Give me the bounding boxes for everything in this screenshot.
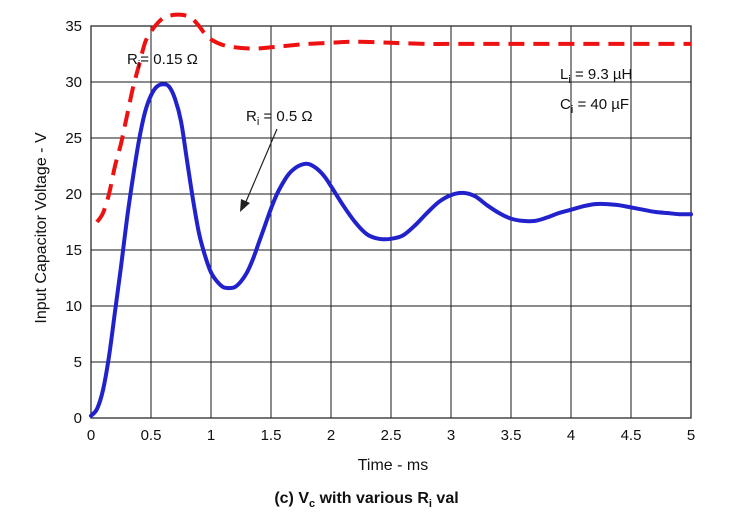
y-tick-label: 15 [65,242,82,259]
svg-text:Li = 9.3 µH: Li = 9.3 µH [560,66,632,86]
annotation-ci: Ci = 40 µF [560,96,629,116]
annotation-r-015-sub: i [138,59,140,71]
x-tick-label: 3.5 [501,427,522,444]
x-tick-label: 1 [207,427,215,444]
grid-lines [90,25,692,419]
svg-text:Ci = 40 µF: Ci = 40 µF [560,96,629,116]
annotation-r-015-base: R [127,51,138,68]
caption-sub-c: c [309,498,316,511]
y-tick-label: 5 [74,354,82,371]
annotation-li-rest: = 9.3 µH [571,66,633,83]
annotation-ci-base: C [560,96,571,113]
annotation-li-sub: i [568,74,570,86]
annotation-r-05-sub: i [257,116,259,128]
figure-caption: (c) Vc with various Ri val [0,490,733,510]
caption-suffix: val [431,490,459,507]
annotation-ci-sub: i [571,104,573,116]
series-lines [89,12,693,418]
annotation-arrow [244,128,278,205]
x-tick-label: 4 [567,427,575,444]
x-tick-label: 0.5 [141,427,162,444]
annotation-r-015: Ri= 0.15 Ω [127,51,198,71]
series-line-2 [89,82,693,418]
annotation-r-015-rest: = 0.15 Ω [140,51,198,68]
annotation-li-base: L [560,66,568,83]
y-tick-label: 0 [74,410,82,427]
annotation-r-05: Ri = 0.5 Ω [240,108,313,212]
x-tick-label: 3 [447,427,455,444]
svg-text:Ri= 0.15 Ω: Ri= 0.15 Ω [127,51,198,71]
svg-text:Ri = 0.5 Ω: Ri = 0.5 Ω [246,108,313,128]
y-tick-label: 35 [65,18,82,35]
x-tick-label: 4.5 [621,427,642,444]
series-line-1 [95,12,691,224]
annotation-ci-rest: = 40 µF [573,96,629,113]
plot-frame [90,25,692,419]
x-tick-label: 2.5 [381,427,402,444]
x-tick-label: 5 [687,427,695,444]
annotation-li: Li = 9.3 µH [560,66,632,86]
x-axis-label: Time - ms [358,457,429,474]
caption-sub-i: i [428,498,432,511]
y-axis-label: Input Capacitor Voltage - V [33,132,50,324]
annotation-r-05-base: R [246,108,257,125]
caption-prefix: (c) V [274,490,309,507]
annotation-arrowhead [240,199,250,212]
annotation-r-05-rest: = 0.5 Ω [259,108,312,125]
y-tick-label: 25 [65,130,82,147]
x-tick-label: 1.5 [261,427,282,444]
x-tick-label: 0 [87,427,95,444]
x-tick-label: 2 [327,427,335,444]
y-tick-label: 30 [65,74,82,91]
tick-labels: 0 0.5 1 1.5 2 2.5 3 3.5 4 4.5 5 0 5 10 15 20 25 30 35 [65,18,695,444]
y-tick-label: 20 [65,186,82,203]
caption-middle: with various R [315,490,429,507]
y-tick-label: 10 [65,298,82,315]
